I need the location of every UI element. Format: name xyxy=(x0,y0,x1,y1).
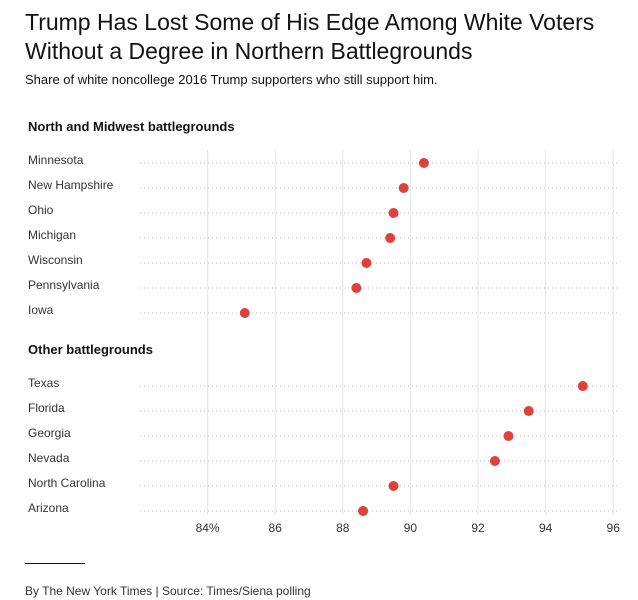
group-header: North and Midwest battlegrounds xyxy=(28,119,235,134)
chart-title: Trump Has Lost Some of His Edge Among Wh… xyxy=(25,9,595,64)
dot-michigan xyxy=(385,233,396,243)
chart-subtitle: Share of white noncollege 2016 Trump sup… xyxy=(25,72,438,87)
dot-texas xyxy=(577,381,588,391)
source-credit: By The New York Times | Source: Times/Si… xyxy=(25,584,311,598)
dot-new-hampshire xyxy=(398,183,409,193)
state-label-texas: Texas xyxy=(28,376,59,390)
footer-rule xyxy=(25,563,85,564)
x-tick-label: 94 xyxy=(539,521,553,535)
dot-florida xyxy=(523,406,534,416)
dot-north-carolina xyxy=(388,481,399,491)
state-label-minnesota: Minnesota xyxy=(28,153,84,167)
dot-pennsylvania xyxy=(351,283,362,293)
state-label-georgia: Georgia xyxy=(28,426,71,440)
dot-nevada xyxy=(489,456,500,466)
state-label-new-hampshire: New Hampshire xyxy=(28,178,114,192)
x-tick-label: 86 xyxy=(269,521,283,535)
dot-iowa xyxy=(239,308,250,318)
dot-minnesota xyxy=(418,158,429,168)
state-label-pennsylvania: Pennsylvania xyxy=(28,278,100,292)
state-label-north-carolina: North Carolina xyxy=(28,476,106,490)
x-tick-label: 90 xyxy=(404,521,418,535)
state-label-ohio: Ohio xyxy=(28,203,54,217)
state-label-arizona: Arizona xyxy=(28,501,69,515)
x-tick-label: 84% xyxy=(196,521,220,535)
dot-wisconsin xyxy=(361,258,372,268)
x-tick-label: 96 xyxy=(607,521,621,535)
dot-georgia xyxy=(503,431,514,441)
group-header: Other battlegrounds xyxy=(28,342,153,357)
state-label-michigan: Michigan xyxy=(28,228,76,242)
x-tick-label: 92 xyxy=(471,521,485,535)
x-tick-label: 88 xyxy=(336,521,350,535)
dot-arizona xyxy=(358,506,369,516)
state-label-florida: Florida xyxy=(28,401,65,415)
dot-chart: North and Midwest battlegrounds Minnesota… xyxy=(28,119,621,535)
state-label-wisconsin: Wisconsin xyxy=(28,253,83,267)
dot-ohio xyxy=(388,208,399,218)
state-label-iowa: Iowa xyxy=(28,303,54,317)
state-label-nevada: Nevada xyxy=(28,451,70,465)
